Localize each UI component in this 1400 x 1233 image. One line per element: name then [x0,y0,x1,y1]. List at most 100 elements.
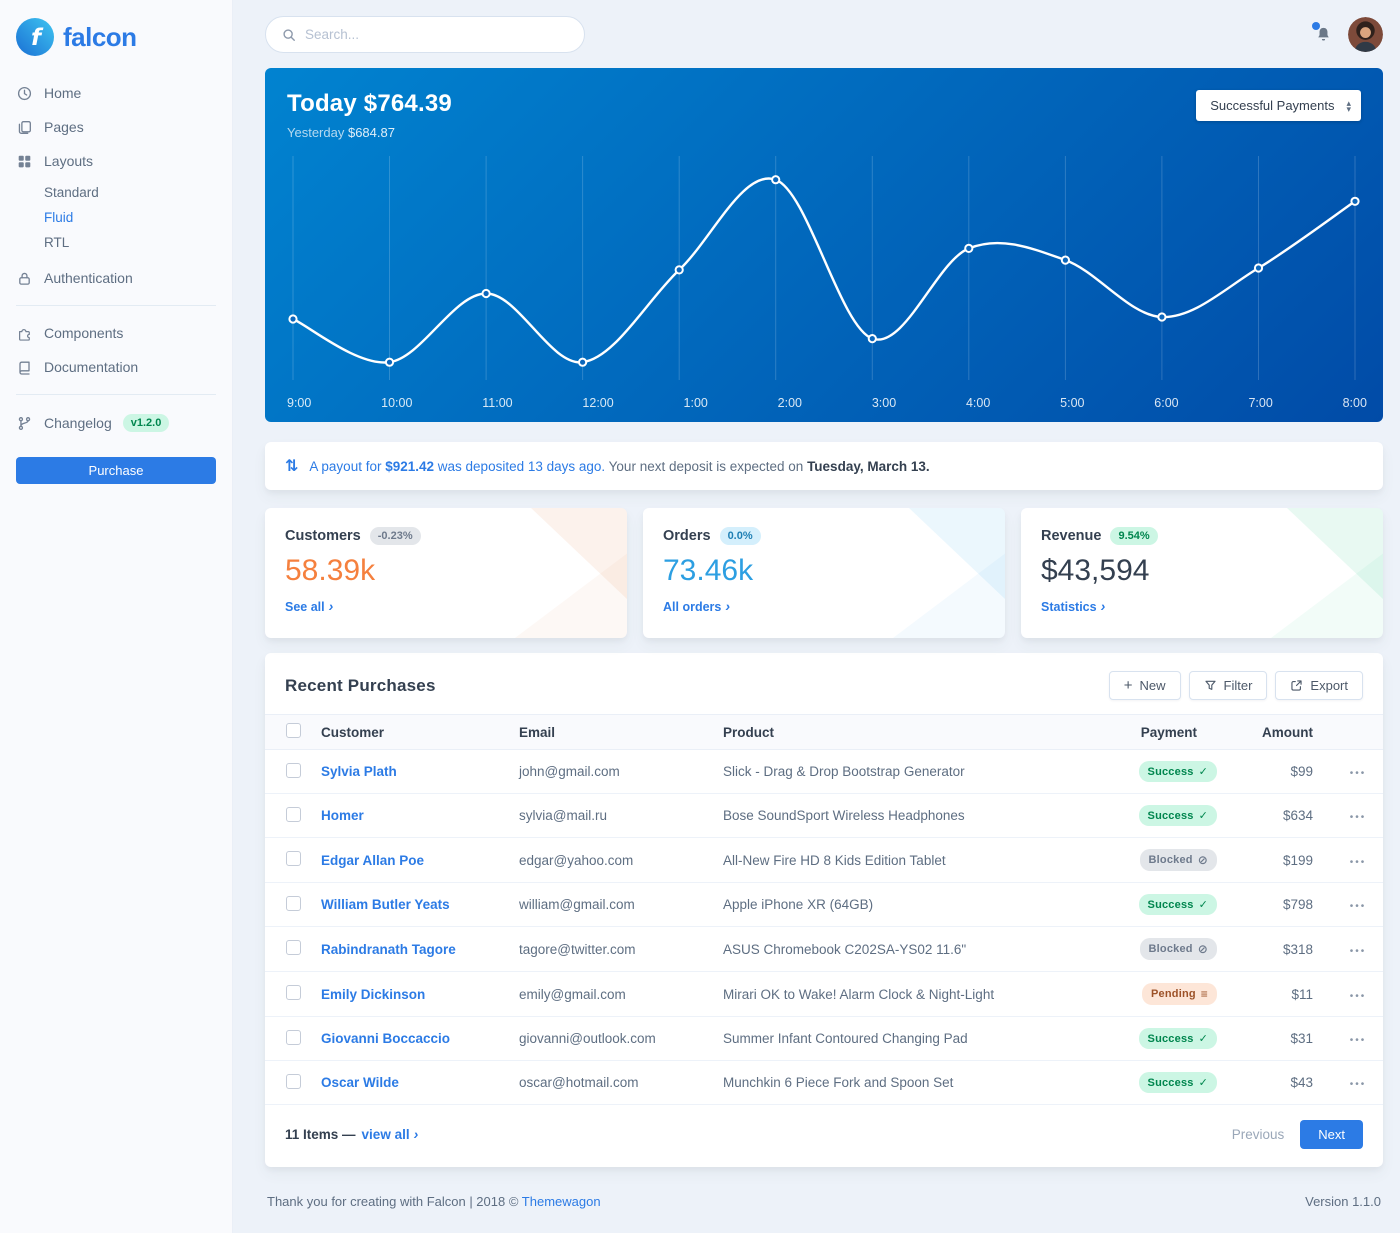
ellipsis-icon[interactable] [1350,812,1367,823]
pages-icon [16,120,33,135]
yesterday-total: Yesterday $684.87 [287,125,395,140]
brand-name: falcon [63,21,137,52]
sidebar-subitem-rtl[interactable]: RTL [44,235,70,250]
row-checkbox[interactable] [286,806,301,822]
sidebar-item-pages[interactable]: Pages [16,110,216,144]
items-count: 11 Items — [285,1127,356,1142]
row-checkbox[interactable] [286,940,301,955]
product-cell: Bose SoundSport Wireless Headphones [711,793,1091,838]
ellipsis-icon[interactable] [1350,991,1367,1002]
puzzle-icon [16,326,33,341]
ellipsis-icon[interactable] [1350,857,1367,868]
sidebar: f falcon Home Pages Layouts Standard Flu… [0,0,233,1233]
svg-text:f: f [31,25,44,51]
version-text: Version 1.1.0 [1305,1194,1381,1209]
notifications-button[interactable] [1312,21,1333,45]
email-cell: oscar@hotmail.com [507,1060,711,1105]
sidebar-item-label: Documentation [44,359,139,375]
customer-link[interactable]: Edgar Allan Poe [321,852,425,868]
sidebar-item-components[interactable]: Components [16,316,216,350]
version-badge: v1.2.0 [122,414,170,432]
new-button[interactable]: New [1108,671,1181,700]
sidebar-item-label: Home [44,85,82,101]
totals: Today $764.39 Yesterday $684.87 [287,90,452,140]
customers-stat-card: Customers -0.23% 58.39k See all [265,508,627,638]
amount-cell: $634 [1241,793,1333,838]
sidebar-item-layouts[interactable]: Layouts [16,144,216,178]
sidebar-nav: Home Pages Layouts Standard Fluid RTL Au… [16,76,216,484]
next-button[interactable]: Next [1300,1120,1363,1149]
amount-cell: $31 [1241,1016,1333,1061]
sidebar-divider [16,305,216,306]
purchase-button[interactable]: Purchase [16,457,216,484]
sidebar-subitem-standard[interactable]: Standard [44,185,99,200]
bell-icon [1314,25,1333,45]
chevron-right-icon [414,1127,419,1142]
sidebar-item-authentication[interactable]: Authentication [16,261,216,295]
x-axis-label: 5:00 [1060,396,1085,410]
sidebar-item-documentation[interactable]: Documentation [16,350,216,384]
payment-status-badge: Success [1138,1072,1217,1093]
check-icon [1199,898,1208,911]
column-header-customer: Customer [309,714,507,750]
filter-button[interactable]: Filter [1188,671,1268,700]
row-checkbox[interactable] [286,985,301,1000]
recent-purchases-card: Recent Purchases New Filter Export [265,653,1383,1167]
stat-title: Orders [663,528,711,544]
customer-link[interactable]: Emily Dickinson [321,986,426,1002]
row-checkbox[interactable] [286,1029,301,1045]
revenue-chart [279,156,1369,380]
see-all-link[interactable]: See all [285,599,333,614]
ellipsis-icon[interactable] [1350,901,1367,912]
ellipsis-icon[interactable] [1350,946,1367,957]
select-all-checkbox[interactable] [286,723,301,738]
sidebar-subitem-fluid[interactable]: Fluid [44,210,74,225]
topbar-right [1312,17,1383,52]
orders-stat-card: Orders 0.0% 73.46k All orders [643,508,1005,638]
amount-cell: $11 [1241,971,1333,1017]
chevron-right-icon [1101,599,1106,614]
amount-cell: $99 [1241,749,1333,794]
product-cell: ASUS Chromebook C202SA-YS02 11.6" [711,926,1091,972]
brand-logo[interactable]: f falcon [16,14,216,76]
payments-type-select[interactable]: Successful Payments [1196,90,1361,121]
layouts-submenu: Standard Fluid RTL [16,178,216,261]
all-orders-link[interactable]: All orders [663,599,730,614]
customer-link[interactable]: Giovanni Boccaccio [321,1031,451,1046]
ellipsis-icon[interactable] [1350,1079,1367,1090]
lock-icon [16,271,33,286]
ellipsis-icon[interactable] [1350,768,1367,779]
search-input[interactable] [305,27,568,42]
book-icon [16,360,33,375]
product-cell: Mirari OK to Wake! Alarm Clock & Night-L… [711,971,1091,1017]
payments-chart-card: Today $764.39 Yesterday $684.87 Successf… [265,68,1383,422]
payout-link[interactable]: A payout for $921.42 was deposited 13 da… [309,458,606,474]
customer-link[interactable]: Oscar Wilde [321,1075,399,1090]
column-header-product: Product [711,714,1091,750]
x-axis-label: 6:00 [1154,396,1179,410]
purchases-footer: 11 Items — view all Previous Next [265,1105,1383,1167]
customer-link[interactable]: Rabindranath Tagore [321,941,456,957]
email-cell: william@gmail.com [507,882,711,927]
sidebar-item-home[interactable]: Home [16,76,216,110]
previous-button[interactable]: Previous [1231,1127,1285,1142]
themewagon-link[interactable]: Themewagon [521,1194,601,1209]
user-avatar[interactable] [1348,17,1383,52]
ellipsis-icon[interactable] [1350,1035,1367,1046]
view-all-link[interactable]: view all [362,1127,419,1142]
customer-link[interactable]: Sylvia Plath [321,764,397,779]
statistics-link[interactable]: Statistics [1041,599,1105,614]
export-button[interactable]: Export [1275,671,1363,700]
column-header-email: Email [507,714,711,750]
check-icon [1199,1032,1208,1045]
row-checkbox[interactable] [286,762,301,778]
customer-link[interactable]: William Butler Yeats [321,897,450,912]
row-checkbox[interactable] [286,895,301,911]
sidebar-item-changelog[interactable]: Changelog v1.2.0 [16,405,216,441]
check-icon [1199,809,1208,822]
row-checkbox[interactable] [286,851,301,866]
customer-link[interactable]: Homer [321,808,364,823]
row-checkbox[interactable] [286,1073,301,1089]
sidebar-item-label: Components [44,325,124,341]
column-header-payment: Payment [1091,714,1241,750]
